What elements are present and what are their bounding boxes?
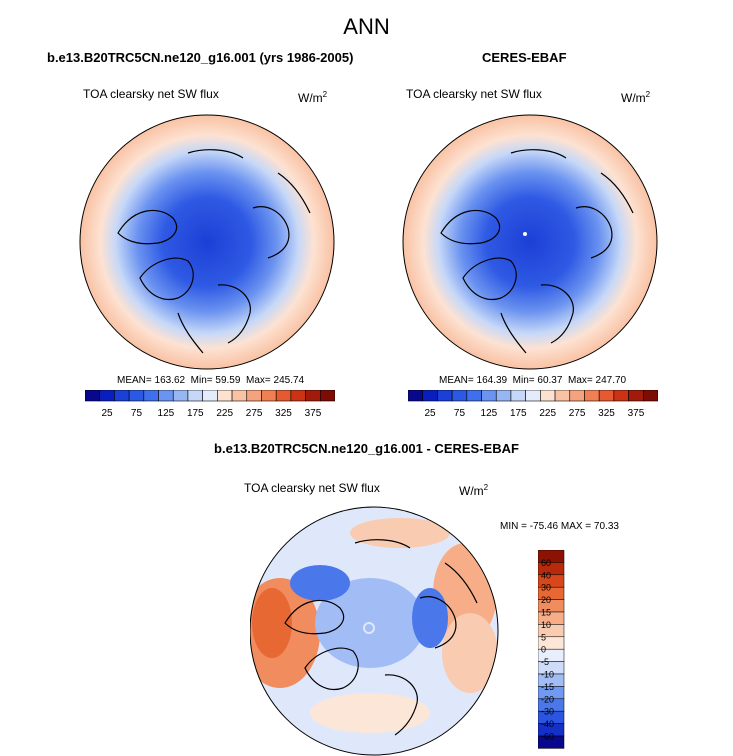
panel2-stats: MEAN= 164.39 Min= 60.37 Max= 247.70 <box>439 375 627 386</box>
colorbar-diff-tick-label: -20 <box>541 694 554 704</box>
colorbar-obs-box <box>613 390 629 402</box>
colorbar-obs-tick-label: 225 <box>539 408 556 419</box>
map-diff <box>250 506 499 756</box>
colorbar-obs-box <box>437 390 453 402</box>
colorbar-obs-box <box>628 390 644 402</box>
map-model-coastlines <box>117 149 311 354</box>
panel2-units: W/m2 <box>621 90 651 105</box>
colorbar-obs-tick-label: 325 <box>598 408 615 419</box>
colorbar-diff: 60 40 30 20 15 10 5 0 -5 -10 -15 -20 -30 -40 -60 <box>538 550 565 749</box>
colorbar-model-box <box>231 390 248 402</box>
colorbar-model-box <box>290 390 306 402</box>
colorbar-obs-box <box>642 390 658 402</box>
colorbar-obs-box <box>495 390 512 402</box>
map-obs-coastlines <box>440 149 634 354</box>
colorbar-diff-tick-label: 60 <box>541 558 551 568</box>
colorbar-diff-tick-label: 10 <box>541 620 551 630</box>
colorbar-diff-tick-label: 5 <box>541 632 546 642</box>
colorbar-diff-tick-label: -10 <box>541 670 554 680</box>
colorbar-model-tick-label: 125 <box>158 408 175 419</box>
map-obs <box>402 114 658 370</box>
diff-title: b.e13.B20TRC5CN.ne120_g16.001 - CERES-EB… <box>214 441 519 456</box>
colorbar-model-box <box>217 390 233 402</box>
colorbar-model-box <box>261 390 277 402</box>
colorbar-model-box <box>99 390 115 402</box>
colorbar-obs-box <box>451 390 468 402</box>
colorbar-diff-tick-label: -40 <box>541 719 554 729</box>
colorbar-obs-tick-label: 125 <box>481 408 498 419</box>
colorbar-obs-box <box>466 390 482 402</box>
panel1-title: b.e13.B20TRC5CN.ne120_g16.001 (yrs 1986-… <box>47 50 354 65</box>
colorbar-model-box <box>305 390 321 402</box>
colorbar-obs: 25 75 125 175 225 275 325 375 <box>408 390 658 419</box>
colorbar-model-box <box>143 390 159 402</box>
panel2-title: CERES-EBAF <box>482 50 567 65</box>
colorbar-model-tick-label: 75 <box>131 408 143 419</box>
colorbar-obs-tick-label: 25 <box>424 408 436 419</box>
colorbar-model: 25 75 125 175 225 275 325 375 <box>85 390 335 419</box>
colorbar-obs-box <box>510 390 526 402</box>
diff-units: W/m2 <box>459 483 489 498</box>
colorbar-model-tick-label: 175 <box>187 408 204 419</box>
colorbar-model-box <box>202 390 218 402</box>
colorbar-model-box <box>114 390 130 402</box>
colorbar-obs-box <box>540 390 556 402</box>
colorbar-obs-box <box>554 390 571 402</box>
colorbar-model-box <box>158 390 174 402</box>
colorbar-diff-tick-label: -30 <box>541 707 554 717</box>
colorbar-obs-box <box>408 390 424 402</box>
colorbar-obs-box <box>525 390 541 402</box>
colorbar-model-tick-label: 375 <box>305 408 322 419</box>
map-model <box>79 114 335 370</box>
panel2-variable: TOA clearsky net SW flux <box>406 87 542 101</box>
colorbar-model-tick-label: 25 <box>101 408 113 419</box>
panel1-variable: TOA clearsky net SW flux <box>83 87 219 101</box>
colorbar-diff-tick-label: 15 <box>541 608 551 618</box>
colorbar-diff-box <box>538 735 565 749</box>
colorbar-model-box <box>275 390 292 402</box>
colorbar-diff-tick-label: 30 <box>541 583 551 593</box>
colorbar-diff-tick-label: -60 <box>541 732 554 742</box>
panel1-units: W/m2 <box>298 90 328 105</box>
colorbar-obs-tick-label: 275 <box>569 408 586 419</box>
map-model-field <box>80 115 334 369</box>
colorbar-model-box <box>172 390 189 402</box>
diff-variable: TOA clearsky net SW flux <box>244 481 380 495</box>
colorbar-obs-box <box>598 390 615 402</box>
colorbar-model-tick-label: 225 <box>216 408 233 419</box>
colorbar-obs-box <box>481 390 497 402</box>
colorbar-diff-tick-label: 20 <box>541 595 551 605</box>
colorbar-model-box <box>187 390 203 402</box>
colorbar-model-box <box>128 390 145 402</box>
colorbar-model-box <box>85 390 101 402</box>
colorbar-diff-tick-label: -5 <box>541 657 549 667</box>
colorbar-diff-tick-label: 0 <box>541 645 546 655</box>
colorbar-obs-tick-label: 375 <box>628 408 645 419</box>
colorbar-model-tick-label: 325 <box>275 408 292 419</box>
colorbar-obs-box <box>422 390 438 402</box>
panel1-stats: MEAN= 163.62 Min= 59.59 Max= 245.74 <box>117 375 305 386</box>
colorbar-model-box <box>246 390 262 402</box>
colorbar-model-tick-label: 275 <box>246 408 263 419</box>
map-obs-field <box>403 115 657 369</box>
colorbar-model-box <box>319 390 335 402</box>
diff-minmax: MIN = -75.46 MAX = 70.33 <box>500 521 619 532</box>
colorbar-diff-tick-label: -15 <box>541 682 554 692</box>
pole-hole <box>523 232 527 236</box>
main-title: ANN <box>343 14 390 39</box>
colorbar-obs-tick-label: 175 <box>510 408 527 419</box>
colorbar-obs-tick-label: 75 <box>454 408 466 419</box>
colorbar-obs-box <box>584 390 600 402</box>
colorbar-obs-box <box>569 390 585 402</box>
map-diff-coastlines <box>284 539 478 736</box>
colorbar-diff-tick-label: 40 <box>541 570 551 580</box>
